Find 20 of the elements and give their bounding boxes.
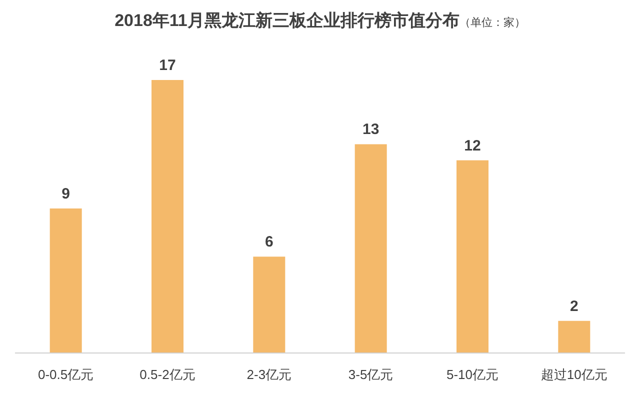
x-tick-label: 超过10亿元 [540,367,608,382]
bar [50,208,82,353]
x-tick-label: 0.5-2亿元 [140,367,196,382]
data-label: 13 [362,121,380,138]
x-tick-label: 0-0.5亿元 [38,367,94,382]
x-tick-label: 3-5亿元 [348,367,394,382]
chart-subtitle: （单位：家） [459,16,526,29]
data-label: 12 [464,137,481,154]
data-label: 9 [62,185,70,202]
data-label: 6 [264,234,274,251]
chart-title: 2018年11月黑龙江新三板企业排行榜市值分布 [114,11,460,30]
bar [456,160,488,353]
bar [253,256,286,353]
bar [558,320,590,353]
data-label: 17 [159,57,176,74]
data-label: 2 [570,298,578,315]
x-tick-label: 5-10亿元 [446,367,499,382]
x-tick-label: 2-3亿元 [246,367,292,382]
bar [152,80,184,353]
bar [354,144,387,353]
